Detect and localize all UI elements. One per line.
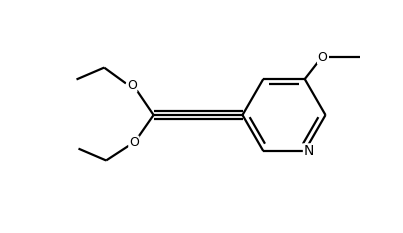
Text: O: O xyxy=(127,79,137,92)
Text: O: O xyxy=(129,136,139,149)
Text: O: O xyxy=(318,51,328,64)
Text: N: N xyxy=(303,144,314,158)
